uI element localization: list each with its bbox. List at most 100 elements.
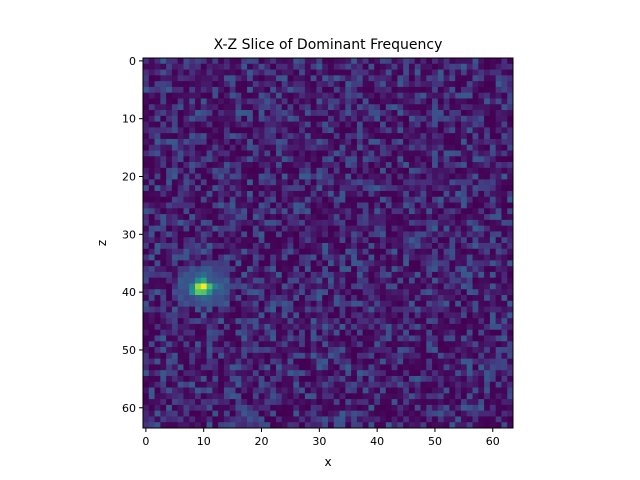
heatmap-cell [408, 110, 416, 117]
heatmap-cell [449, 271, 456, 279]
heatmap-cell [408, 144, 416, 151]
heatmap-cell [287, 156, 294, 163]
heatmap-cell [455, 185, 462, 192]
heatmap-cell [420, 69, 427, 76]
heatmap-cell [432, 190, 439, 198]
heatmap-cell [414, 341, 421, 348]
heatmap-cell [322, 358, 329, 365]
heatmap-cell [362, 63, 369, 70]
heatmap-cell [235, 271, 242, 279]
heatmap-cell [171, 306, 179, 313]
heatmap-cell [397, 86, 404, 94]
heatmap-cell [299, 219, 306, 227]
heatmap-cell [432, 98, 439, 105]
heatmap-cell [287, 208, 294, 215]
heatmap-cell [206, 248, 213, 255]
heatmap-cell [328, 92, 335, 99]
heatmap-cell [281, 150, 288, 157]
heatmap-cell [345, 75, 352, 82]
heatmap-cell [322, 127, 329, 134]
heatmap-cell [195, 375, 202, 383]
heatmap-cell [143, 237, 150, 244]
heatmap-cell [432, 81, 439, 88]
heatmap-cell [368, 243, 375, 250]
heatmap-cell [287, 98, 294, 105]
heatmap-cell [241, 173, 248, 180]
heatmap-cell [362, 271, 369, 279]
heatmap-cell [484, 266, 491, 273]
heatmap-cell [252, 185, 260, 192]
heatmap-cell [293, 300, 300, 307]
heatmap-cell [160, 352, 167, 360]
heatmap-cell [195, 190, 202, 198]
heatmap-cell [385, 144, 392, 151]
heatmap-cell [212, 156, 219, 163]
heatmap-cell [432, 248, 439, 255]
heatmap-cell [432, 121, 439, 128]
heatmap-cell [397, 92, 404, 99]
heatmap-cell [189, 144, 196, 151]
heatmap-cell [177, 387, 184, 394]
heatmap-cell [356, 75, 364, 82]
heatmap-cell [374, 254, 381, 261]
heatmap-cell [362, 98, 369, 105]
heatmap-cell [345, 179, 352, 186]
heatmap-cell [443, 375, 450, 383]
heatmap-cell [166, 352, 173, 360]
heatmap-cell [426, 208, 433, 215]
heatmap-cell [275, 422, 283, 429]
heatmap-cell [143, 214, 150, 221]
heatmap-cell [339, 381, 346, 388]
heatmap-cell [270, 58, 277, 65]
heatmap-cell [339, 335, 346, 342]
heatmap-cell [281, 422, 288, 429]
heatmap-cell [437, 231, 445, 238]
heatmap-cell [374, 150, 381, 157]
heatmap-cell [478, 271, 485, 279]
heatmap-cell [258, 162, 265, 169]
heatmap-cell [420, 375, 427, 383]
heatmap-cell [403, 92, 410, 99]
heatmap-cell [507, 295, 514, 302]
heatmap-cell [293, 289, 300, 296]
heatmap-cell [345, 375, 352, 383]
heatmap-cell [408, 225, 416, 232]
heatmap-cell [270, 416, 277, 423]
heatmap-cell [212, 104, 219, 111]
heatmap-cell [218, 358, 225, 365]
heatmap-cell [310, 358, 317, 365]
heatmap-cell [437, 306, 445, 313]
heatmap-cell [304, 69, 312, 76]
heatmap-cell [362, 75, 369, 82]
heatmap-cell [443, 185, 450, 192]
heatmap-cell [385, 416, 392, 423]
heatmap-cell [166, 58, 173, 65]
heatmap-cell [160, 393, 167, 400]
heatmap-cell [420, 173, 427, 180]
heatmap-cell [501, 416, 508, 423]
heatmap-cell [455, 404, 462, 412]
heatmap-cell [507, 335, 514, 342]
heatmap-cell [322, 219, 329, 227]
heatmap-cell [299, 162, 306, 169]
heatmap-cell [218, 370, 225, 377]
heatmap-cell [339, 104, 346, 111]
heatmap-cell [229, 58, 236, 65]
heatmap-cell [241, 219, 248, 227]
heatmap-cell [385, 393, 392, 400]
heatmap-cell [414, 237, 421, 244]
heatmap-cell [143, 254, 150, 261]
heatmap-cell [154, 416, 161, 423]
heatmap-cell [478, 225, 485, 232]
heatmap-cell [495, 179, 502, 186]
heatmap-cell [333, 277, 340, 284]
heatmap-cell [426, 98, 433, 105]
heatmap-cell [293, 133, 300, 140]
heatmap-cell [478, 404, 485, 412]
heatmap-cell [420, 404, 427, 412]
heatmap-cell [501, 202, 508, 209]
heatmap-cell [443, 422, 450, 429]
heatmap-cell [223, 335, 231, 342]
heatmap-cell [293, 214, 300, 221]
